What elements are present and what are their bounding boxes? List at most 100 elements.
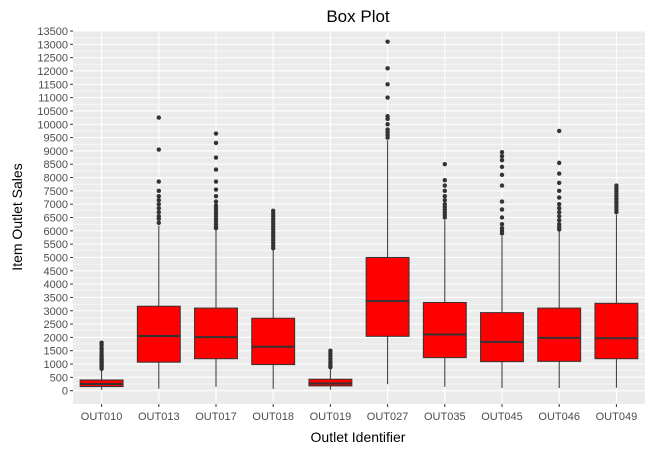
outlier-point xyxy=(442,183,447,188)
outlier-point xyxy=(156,201,161,207)
outlier-point xyxy=(213,167,219,172)
outlier-point xyxy=(499,207,505,212)
x-tick-label: OUT018 xyxy=(252,411,294,423)
outlier-point xyxy=(557,221,562,227)
outlier-point xyxy=(213,155,219,160)
outlier-point xyxy=(385,39,390,44)
outlier-point xyxy=(499,172,505,178)
outlier-point xyxy=(213,193,219,199)
x-tick-label: OUT045 xyxy=(481,411,523,423)
x-axis: OUT010 OUT013 OUT017 OUT018 OUT019 OUT027 OUT0… xyxy=(81,404,637,423)
outlier-point xyxy=(385,66,390,71)
outlier-point xyxy=(156,193,161,199)
outlier-point xyxy=(499,199,505,204)
y-tick-label: 12500 xyxy=(37,53,68,65)
outlier-point xyxy=(213,140,219,146)
outlier-point xyxy=(385,95,390,100)
x-axis-title: Outlet Identifier xyxy=(311,429,406,445)
outlier-point xyxy=(557,128,562,134)
outlier-point xyxy=(156,209,161,215)
outlier-point xyxy=(385,127,390,132)
y-tick-label: 10000 xyxy=(37,119,68,131)
box-out035 xyxy=(422,162,467,387)
outlier-point xyxy=(385,82,390,87)
y-tick-label: 13000 xyxy=(37,39,68,51)
y-tick-label: 0 xyxy=(62,386,68,398)
grid-major xyxy=(73,30,645,404)
outlier-point xyxy=(499,154,505,159)
y-tick-label: 1500 xyxy=(44,346,68,358)
outlier-point xyxy=(213,131,219,136)
outlier-point xyxy=(156,220,161,226)
outlier-point xyxy=(499,150,505,155)
box-iqr xyxy=(537,307,582,362)
outlier-point xyxy=(442,197,447,203)
outlier-point xyxy=(557,217,562,223)
y-tick-label: 3000 xyxy=(44,306,68,318)
outlier-point xyxy=(557,195,562,200)
y-tick-label: 1000 xyxy=(44,359,68,371)
box-out010 xyxy=(79,340,124,390)
box-iqr xyxy=(365,256,410,337)
y-tick-label: 10500 xyxy=(37,106,68,118)
y-tick-label: 7500 xyxy=(44,186,68,198)
outlier-point xyxy=(557,201,562,207)
x-tick-label: OUT049 xyxy=(596,411,638,423)
outlier-point xyxy=(156,197,161,203)
outlier-point xyxy=(557,205,562,211)
box-iqr xyxy=(194,307,238,360)
outlier-point xyxy=(156,188,161,194)
y-tick-label: 13500 xyxy=(37,26,68,38)
outlier-point xyxy=(557,180,562,186)
outlier-point xyxy=(99,340,104,345)
box-out013 xyxy=(136,115,181,389)
y-tick-label: 4500 xyxy=(44,266,68,278)
outlier-point xyxy=(557,171,562,176)
box-out046 xyxy=(537,128,582,389)
y-tick-label: 11000 xyxy=(38,93,68,105)
box-out049 xyxy=(594,183,639,388)
outlier-point xyxy=(385,122,390,127)
outlier-point xyxy=(442,188,447,194)
y-tick-label: 2500 xyxy=(44,319,68,331)
y-tick-label: 9500 xyxy=(44,133,68,145)
y-axis-title: Item Outlet Sales xyxy=(9,163,25,270)
y-tick-label: 6000 xyxy=(44,226,68,238)
outlier-point xyxy=(614,183,619,188)
outlier-point xyxy=(385,114,390,119)
outlier-point xyxy=(499,225,505,231)
box-iqr xyxy=(136,305,181,363)
outlier-point xyxy=(156,179,161,184)
outlier-point xyxy=(442,162,447,167)
box-out019 xyxy=(308,348,353,390)
y-tick-label: 7000 xyxy=(44,199,68,211)
outlier-point xyxy=(328,348,333,353)
y-tick-label: 8500 xyxy=(44,159,68,171)
outlier-point xyxy=(499,164,505,170)
box-iqr xyxy=(594,302,639,360)
outlier-point xyxy=(213,199,219,204)
outlier-point xyxy=(156,115,161,120)
outlier-point xyxy=(156,147,161,152)
x-tick-label: OUT010 xyxy=(81,411,123,423)
box-iqr xyxy=(422,301,467,359)
y-tick-label: 500 xyxy=(50,372,68,384)
x-tick-label: OUT017 xyxy=(195,411,237,423)
y-tick-label: 5500 xyxy=(44,239,68,251)
box-iqr xyxy=(480,312,524,363)
boxes-layer xyxy=(79,39,639,390)
outlier-point xyxy=(271,208,276,214)
outlier-point xyxy=(213,187,219,192)
y-tick-label: 3500 xyxy=(44,292,68,304)
x-tick-label: OUT013 xyxy=(138,411,180,423)
outlier-point xyxy=(557,160,562,166)
outlier-point xyxy=(499,215,505,220)
outlier-point xyxy=(499,221,505,227)
y-tick-label: 2000 xyxy=(44,332,68,344)
y-tick-label: 9000 xyxy=(44,146,68,158)
outlier-point xyxy=(156,213,161,219)
outlier-point xyxy=(499,183,505,188)
outlier-point xyxy=(213,179,219,184)
y-tick-label: 12000 xyxy=(37,66,68,78)
